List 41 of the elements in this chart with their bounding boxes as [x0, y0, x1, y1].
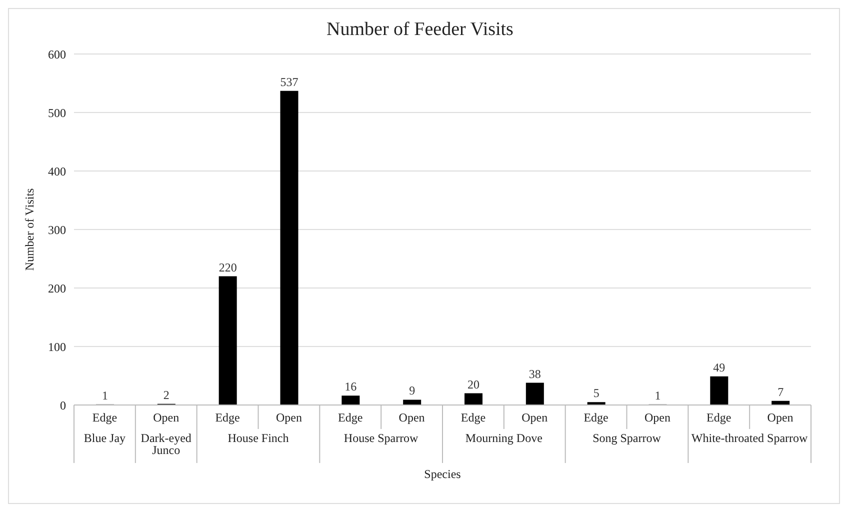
data-label: 7	[778, 384, 784, 399]
y-tick-label: 300	[48, 222, 66, 237]
y-axis-title: Number of Visits	[22, 188, 36, 271]
y-tick-label: 200	[48, 281, 66, 296]
text: Open	[522, 410, 548, 425]
data-label: 9	[409, 384, 416, 398]
text: Edge	[215, 410, 240, 425]
text: Edge	[92, 410, 118, 425]
text: Open	[276, 410, 302, 425]
x-tick-label: Mourning Dove	[464, 431, 544, 445]
data-label: 2	[163, 388, 170, 402]
x-tick-label: House Finch	[226, 431, 290, 445]
series-label: Edge	[584, 410, 608, 425]
y-tick-label: 400	[48, 164, 66, 178]
x-tick-label: Dark-eyed Junco	[140, 431, 192, 457]
text: Edge	[706, 410, 732, 425]
y-tick-label: 600	[48, 47, 66, 62]
data-label: 537	[280, 74, 298, 89]
text: Edge	[338, 410, 363, 425]
text: Open	[153, 410, 180, 425]
x-tick-label: White-throated Sparrow	[690, 431, 809, 445]
data-label: 16	[344, 380, 357, 394]
y-tick-label: 0	[60, 398, 66, 412]
chart-title: Number of Feeder Visits	[326, 19, 514, 41]
data-label: 1	[654, 388, 661, 402]
x-axis-title: Species	[423, 467, 462, 482]
text: Open	[398, 410, 425, 425]
text: Edge	[460, 410, 486, 425]
y-tick-label: 500	[48, 106, 66, 120]
x-tick-label: House Sparrow	[342, 431, 420, 445]
text: Open	[644, 410, 670, 425]
data-label: 49	[713, 360, 726, 374]
x-tick-label: Song Sparrow	[592, 431, 662, 445]
data-label: 1	[102, 388, 108, 402]
y-tick-label: 100	[48, 340, 66, 354]
series-label: Open	[767, 410, 794, 425]
x-tick-label: Blue Jay	[82, 431, 127, 445]
data-label: 20	[468, 377, 480, 392]
data-label: 38	[528, 366, 541, 381]
data-label: 5	[593, 386, 600, 400]
data-label: 220	[218, 260, 237, 274]
